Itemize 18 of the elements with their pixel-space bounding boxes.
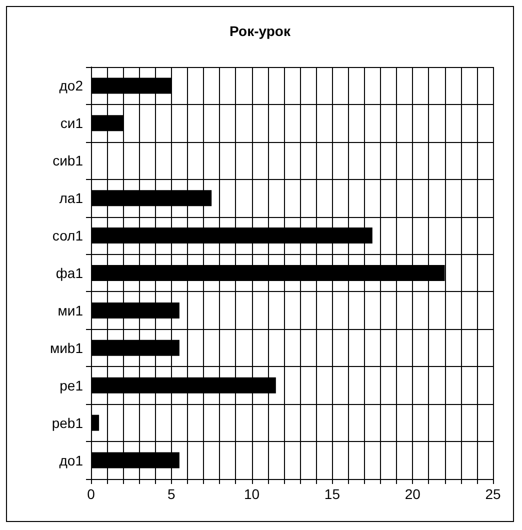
- y-tick-label: ре1: [60, 377, 84, 394]
- x-tick-label: 0: [87, 486, 96, 502]
- x-tick-label: 15: [324, 486, 340, 502]
- x-tick-label: 5: [168, 486, 176, 502]
- y-tick-label: си1: [60, 115, 84, 132]
- y-tick-label: фа1: [56, 265, 84, 281]
- y-tick-label: ла1: [59, 190, 84, 206]
- y-tick-label: реb1: [52, 414, 84, 431]
- x-tick-label: 20: [404, 486, 421, 502]
- y-tick-label: миb1: [50, 340, 84, 356]
- x-tick-label: 25: [485, 486, 501, 502]
- y-tick-label: сол1: [52, 228, 84, 244]
- y-tick-label: сиb1: [52, 152, 84, 169]
- chart-title: Рок-урок: [230, 23, 292, 39]
- y-tick-label: до2: [59, 78, 84, 94]
- x-tick-label: 10: [244, 486, 260, 502]
- y-tick-label: до1: [59, 452, 84, 468]
- y-tick-label: ми1: [58, 302, 84, 318]
